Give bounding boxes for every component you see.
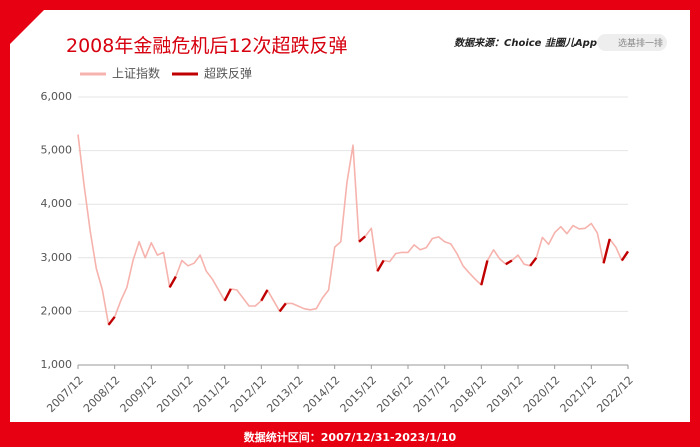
y-tick-label: 6,000 — [41, 90, 73, 103]
legend-label: 上证指数 — [112, 66, 160, 81]
search-box[interactable] — [597, 34, 667, 51]
y-tick-label: 2,000 — [41, 304, 73, 317]
y-tick-label: 5,000 — [41, 144, 73, 157]
search-text: 选基排一排 — [618, 37, 663, 49]
legend-label: 超跌反弹 — [204, 66, 252, 81]
corner — [10, 10, 44, 44]
chart-title: 2008年金融危机后12次超跌反弹 — [66, 35, 348, 57]
y-tick-label: 4,000 — [41, 197, 73, 210]
y-tick-label: 3,000 — [41, 251, 73, 264]
series-line — [107, 235, 629, 326]
footer: 数据统计区间：2007/12/31-2023/1/10 — [244, 430, 457, 444]
panel — [10, 10, 690, 422]
y-tick-label: 1,000 — [41, 358, 73, 371]
source: 数据来源：Choice 韭圈儿App — [454, 37, 597, 49]
